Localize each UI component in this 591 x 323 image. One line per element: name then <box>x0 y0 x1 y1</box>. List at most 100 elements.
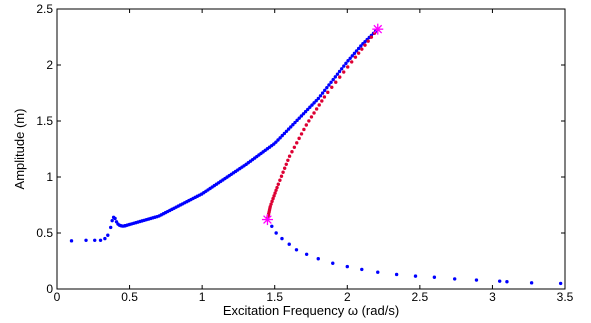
unstable-point <box>356 51 361 55</box>
stable-point <box>320 91 325 95</box>
x-tick-label: 0.5 <box>121 290 138 304</box>
unstable-point <box>275 185 279 190</box>
unstable-point <box>330 85 334 89</box>
unstable-point <box>295 141 299 145</box>
bifurcation-marker-stroke <box>263 215 272 224</box>
x-tick-label: 3 <box>489 290 496 304</box>
unstable-point <box>369 35 374 39</box>
unstable-point <box>297 136 301 141</box>
stable-point <box>274 231 278 235</box>
unstable-point <box>338 75 342 79</box>
unstable-point <box>284 162 288 166</box>
unstable-point <box>349 60 354 64</box>
stable-point <box>286 127 291 131</box>
unstable-point <box>320 99 324 103</box>
stable-point <box>308 105 312 109</box>
stable-point <box>318 94 323 98</box>
stable-point <box>303 109 308 114</box>
x-tick-label: 1 <box>199 290 206 304</box>
stable-point <box>106 233 110 237</box>
stable-point <box>98 238 103 242</box>
stable-point <box>331 77 335 82</box>
stable-point <box>103 236 107 241</box>
stable-point <box>359 44 363 48</box>
stable-point <box>394 272 399 277</box>
unstable-point <box>366 39 370 43</box>
data-points <box>69 27 563 286</box>
stable-point <box>312 101 316 105</box>
stable-point <box>289 125 293 129</box>
stable-point <box>282 131 287 136</box>
stable-point <box>294 248 299 252</box>
stable-point <box>291 123 295 127</box>
unstable-point <box>281 170 285 174</box>
stable-point <box>113 216 117 221</box>
stable-point <box>333 75 338 79</box>
unstable-point <box>334 80 338 84</box>
stable-point <box>348 56 352 60</box>
stable-point <box>356 46 361 51</box>
stable-point <box>432 275 437 279</box>
x-tick-label: 3.5 <box>557 290 574 304</box>
stable-point <box>344 61 348 66</box>
stable-point <box>345 264 349 269</box>
stable-point <box>350 54 354 58</box>
stable-point <box>276 138 280 142</box>
x-tick-label: 2 <box>344 290 351 304</box>
stable-point <box>299 114 304 118</box>
bifurcation-marker <box>261 214 273 226</box>
unstable-point <box>282 166 287 170</box>
unstable-point <box>312 111 316 115</box>
stable-point <box>505 280 509 284</box>
unstable-point <box>292 145 297 149</box>
x-tick-label: 0 <box>54 290 61 304</box>
unstable-point <box>304 123 309 127</box>
stable-point <box>306 107 310 112</box>
stable-point <box>452 277 457 281</box>
stable-point <box>93 238 97 242</box>
stable-point <box>327 83 331 87</box>
unstable-point <box>271 196 275 201</box>
stable-point <box>280 236 284 241</box>
unstable-point <box>270 199 274 204</box>
unstable-point <box>360 47 364 51</box>
unstable-point <box>279 174 284 178</box>
stable-point <box>346 59 350 63</box>
y-tick-label: 0.5 <box>36 226 53 240</box>
unstable-point <box>302 127 306 132</box>
x-tick-label: 1.5 <box>266 290 283 304</box>
unstable-point <box>274 188 278 193</box>
stable-point <box>84 238 88 242</box>
stable-point <box>339 67 344 71</box>
bifurcation-marker-stroke <box>373 24 383 34</box>
stable-point <box>297 116 301 120</box>
stable-point <box>413 274 418 278</box>
stable-point <box>474 278 479 282</box>
axis-ticks: 0 0.5 1 1.5 2 2.5 3 3.5 0 0.5 1 1.5 2 2.5 <box>36 2 573 304</box>
stable-point <box>360 267 364 272</box>
stable-point <box>270 224 274 228</box>
unstable-point <box>272 194 276 198</box>
stable-point <box>529 281 534 285</box>
stable-point <box>293 120 297 125</box>
plot-area <box>56 8 566 290</box>
stable-point <box>376 270 380 274</box>
stable-point <box>316 257 320 261</box>
unstable-point <box>286 158 290 162</box>
unstable-point <box>314 107 319 111</box>
stable-point <box>335 72 340 76</box>
unstable-point <box>278 178 282 182</box>
stable-point <box>280 133 284 138</box>
stable-point <box>301 112 306 116</box>
y-tick-label: 2.5 <box>36 2 53 16</box>
unstable-point <box>317 103 321 107</box>
stable-point <box>314 98 318 103</box>
x-tick-label: 2.5 <box>412 290 429 304</box>
bifurcation-markers <box>261 23 384 226</box>
unstable-point <box>326 90 330 95</box>
unstable-point <box>287 154 292 158</box>
stable-point <box>363 39 367 44</box>
unstable-point <box>309 115 314 119</box>
unstable-point <box>342 70 346 74</box>
